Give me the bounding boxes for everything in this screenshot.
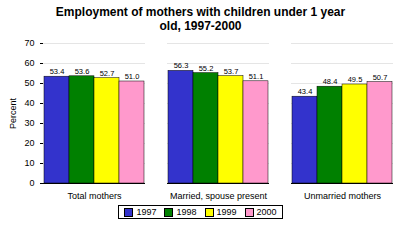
svg-text:56.3: 56.3 bbox=[174, 61, 189, 70]
svg-text:Total mothers: Total mothers bbox=[67, 191, 122, 201]
svg-text:53.4: 53.4 bbox=[50, 67, 65, 76]
html-text:Employment of mothers with chi: Employment of mothers with children unde… bbox=[55, 5, 346, 33]
html-text:1997: 1997 bbox=[136, 207, 157, 217]
svg-text:10: 10 bbox=[24, 158, 34, 168]
svg-text:48.4: 48.4 bbox=[323, 77, 338, 86]
html-text:1998: 1998 bbox=[176, 207, 197, 217]
svg-text:52.7: 52.7 bbox=[100, 69, 115, 78]
svg-text:70: 70 bbox=[24, 38, 34, 48]
svg-text:Unmarried mothers: Unmarried mothers bbox=[304, 191, 382, 201]
svg-text:55.2: 55.2 bbox=[199, 64, 214, 73]
svg-text:50.7: 50.7 bbox=[373, 73, 388, 82]
svg-text:43.4: 43.4 bbox=[298, 87, 313, 96]
svg-text:51.1: 51.1 bbox=[249, 72, 264, 81]
svg-text:0: 0 bbox=[29, 178, 34, 188]
svg-text:30: 30 bbox=[24, 118, 34, 128]
svg-text:Percent: Percent bbox=[8, 97, 18, 129]
svg-text:40: 40 bbox=[24, 98, 34, 108]
svg-text:53.7: 53.7 bbox=[224, 67, 239, 76]
svg-text:49.5: 49.5 bbox=[348, 75, 363, 84]
html-text:1999: 1999 bbox=[216, 207, 237, 217]
svg-text:Married, spouse present: Married, spouse present bbox=[170, 191, 268, 201]
html-text:2000: 2000 bbox=[256, 207, 277, 217]
svg-text:51.0: 51.0 bbox=[125, 72, 140, 81]
svg-text:20: 20 bbox=[24, 138, 34, 148]
svg-text:50: 50 bbox=[24, 78, 34, 88]
svg-text:60: 60 bbox=[24, 58, 34, 68]
svg-text:53.6: 53.6 bbox=[75, 67, 90, 76]
